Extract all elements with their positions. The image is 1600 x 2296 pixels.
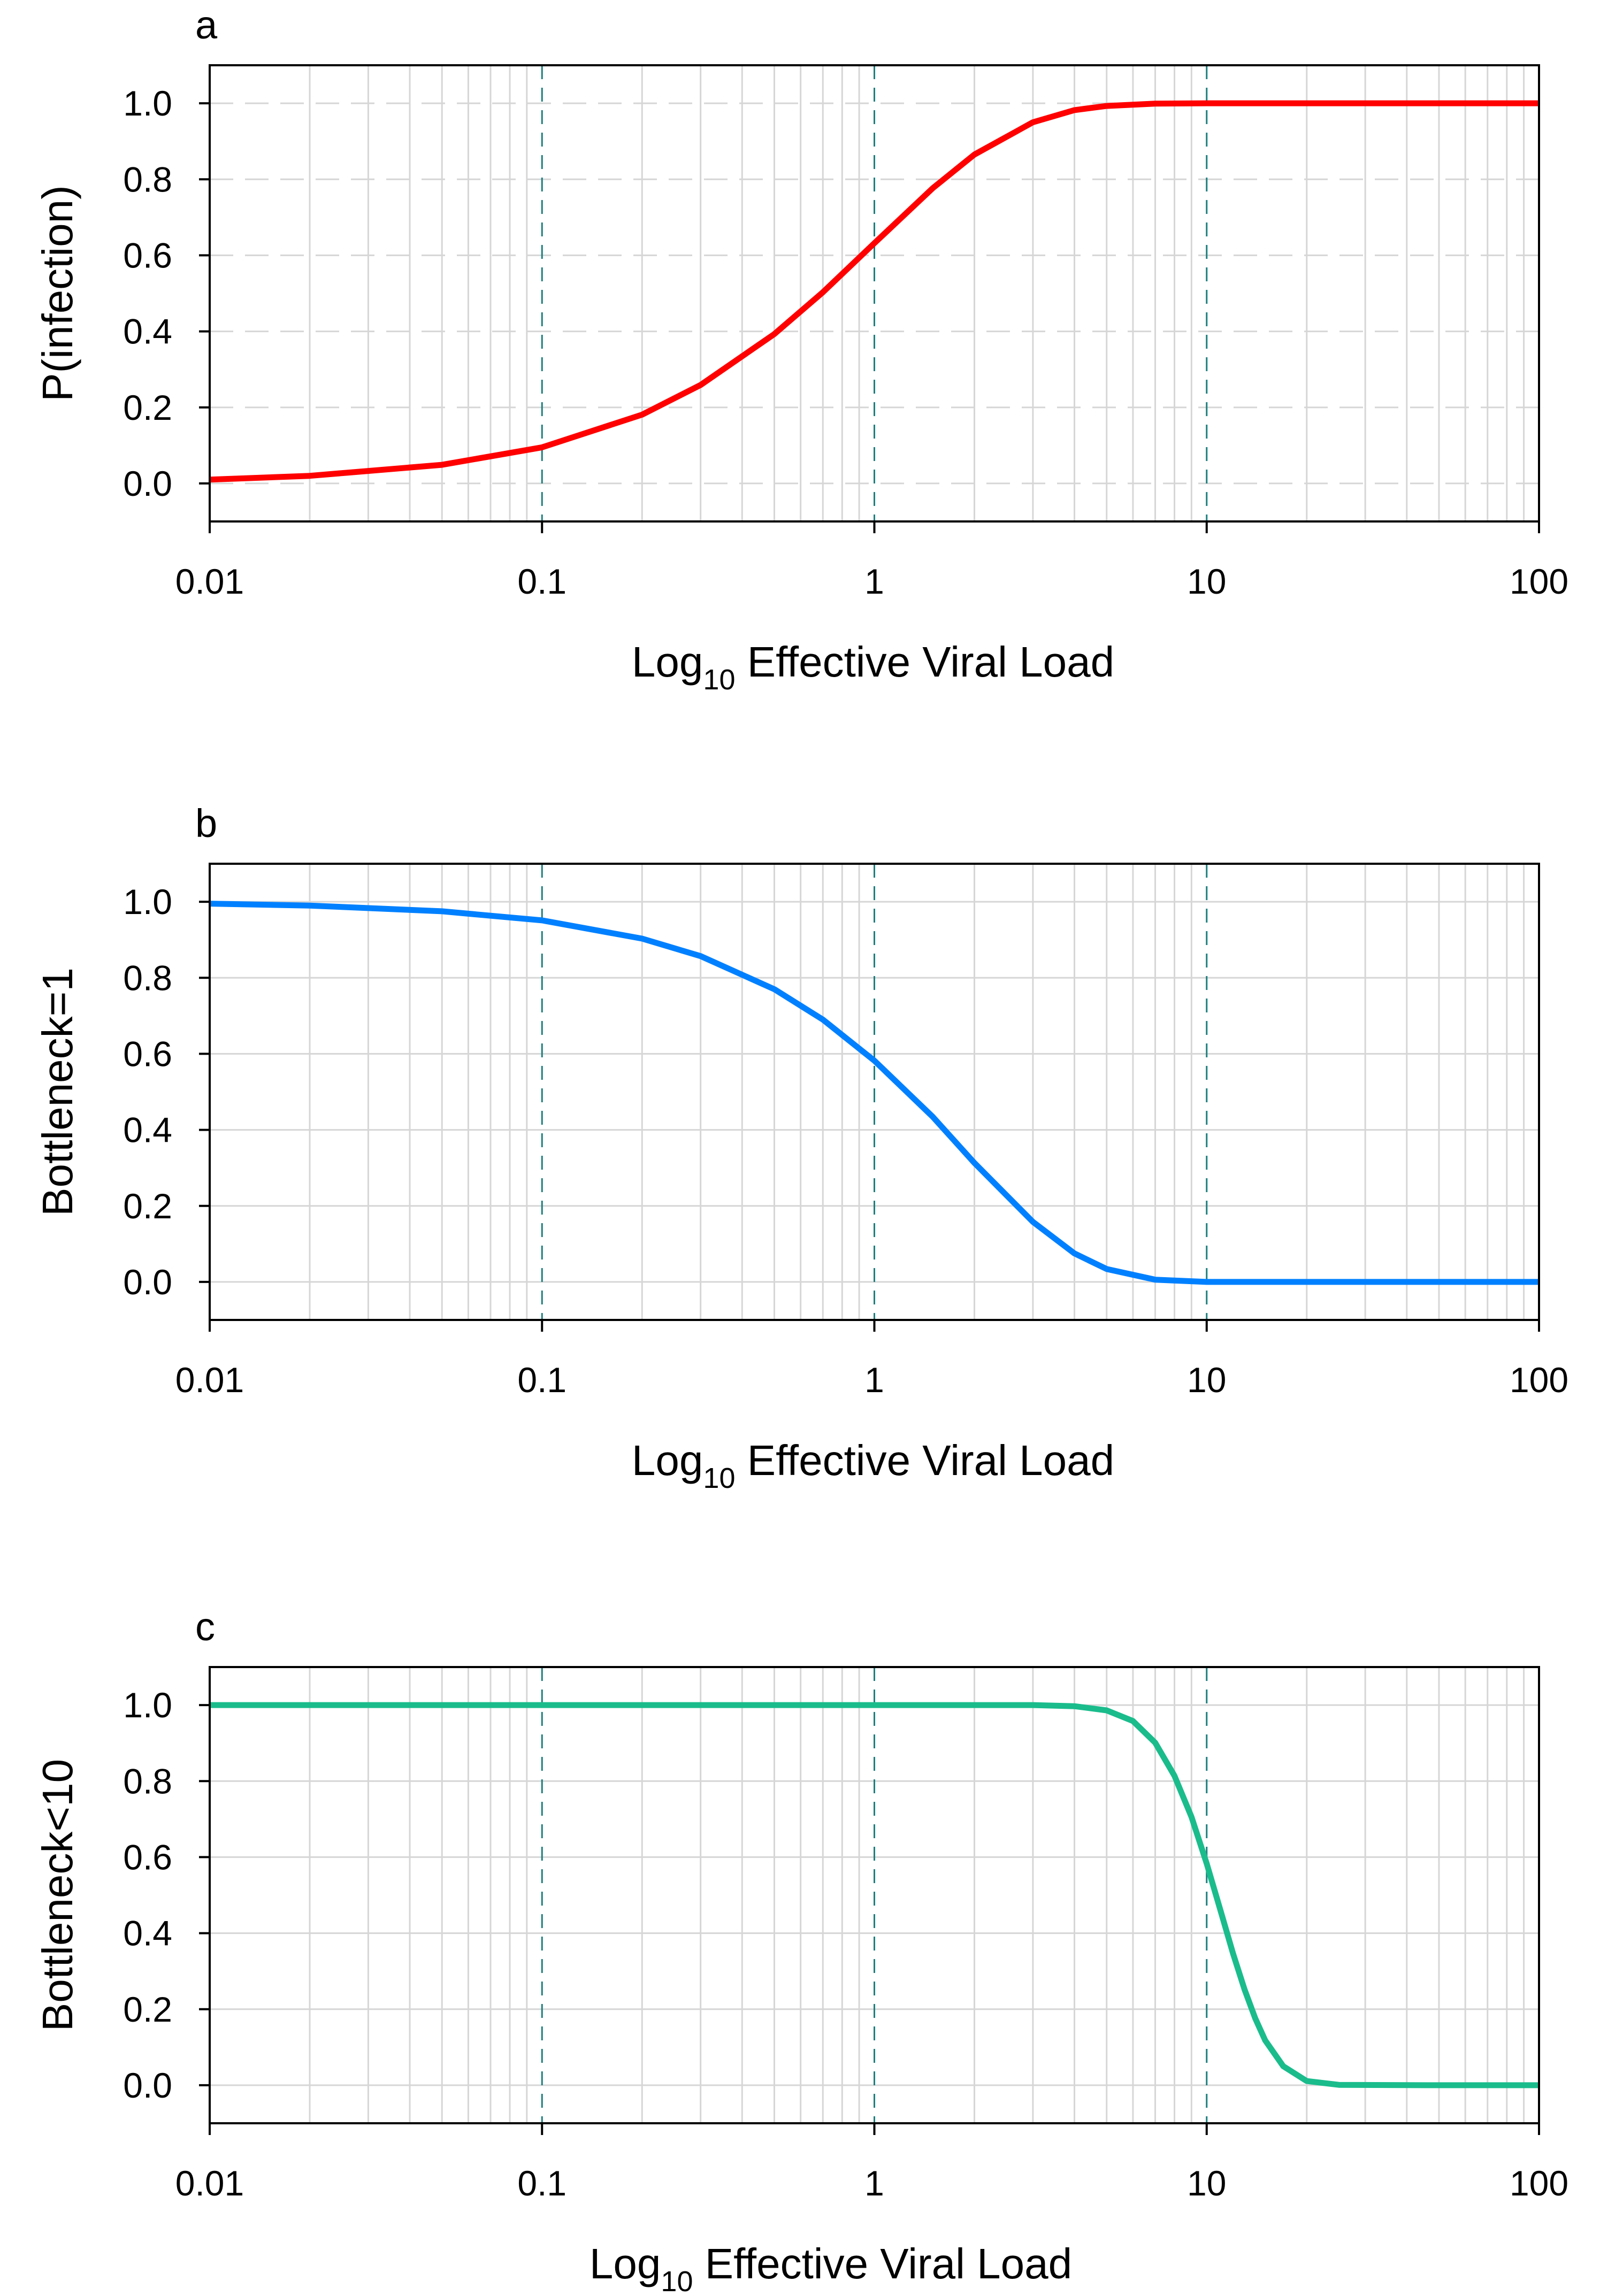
y-axis-title: Bottleneck<10: [34, 1759, 81, 2031]
x-tick-label: 1: [864, 2163, 884, 2203]
x-tick-label: 100: [1510, 1360, 1568, 1400]
x-axis-title: Log10 Effective Viral Load: [632, 1437, 1114, 1494]
x-tick-label: 0.1: [517, 562, 566, 601]
chart-panel-c: 0.01 0.1 1 10 100 0.0 0.2 0.4 0.6 0.8 1.0 c Bottlene…: [34, 1604, 1568, 2296]
series-line-c: [210, 1702, 1539, 2088]
x-tick-label: 0.01: [175, 2163, 244, 2203]
chart-panel-a: 0.01 0.1 1 10 100 0.0 0.2 0.4 0.6 0.8 1.0 a P(infect…: [34, 3, 1568, 696]
y-tick-label: 0.2: [123, 1990, 172, 2029]
x-axis-title: Log10 Effective Viral Load: [632, 638, 1114, 696]
x-axis-title-subscript: 10: [661, 2266, 693, 2296]
x-axis-title-subscript: 10: [703, 664, 735, 696]
y-tick-label: 0.0: [123, 1262, 172, 1302]
x-tick-label: 0.01: [175, 1360, 244, 1400]
x-axis-title-subscript: 10: [703, 1462, 735, 1494]
y-tick-label: 0.6: [123, 235, 172, 275]
x-tick-label: 100: [1510, 2163, 1568, 2203]
x-axis-title-rest: Effective Viral Load: [693, 2240, 1072, 2287]
x-tick-label: 1: [864, 562, 884, 601]
y-axis-title: P(infection): [34, 185, 81, 402]
y-tick-label: 0.4: [123, 312, 172, 351]
x-tick-label: 10: [1187, 562, 1226, 601]
y-tick-label: 0.0: [123, 464, 172, 503]
x-tick-label: 1: [864, 1360, 884, 1400]
x-tick-label: 10: [1187, 2163, 1226, 2203]
y-tick-label: 0.6: [123, 1034, 172, 1073]
y-tick-label: 1.0: [123, 882, 172, 922]
x-tick-label: 100: [1510, 562, 1568, 601]
y-tick-label: 0.6: [123, 1837, 172, 1877]
y-tick-label: 0.0: [123, 2065, 172, 2105]
x-tick-label: 0.01: [175, 562, 244, 601]
panel-label: a: [195, 3, 218, 47]
y-tick-label: 0.2: [123, 1186, 172, 1226]
y-tick-label: 0.4: [123, 1914, 172, 1953]
x-axis-title-rest: Effective Viral Load: [735, 1437, 1114, 1484]
y-tick-label: 1.0: [123, 83, 172, 123]
x-axis-title-main: Log: [632, 1437, 703, 1484]
x-tick-label: 10: [1187, 1360, 1226, 1400]
y-tick-label: 1.0: [123, 1685, 172, 1725]
chart-panel-b: 0.01 0.1 1 10 100 0.0 0.2 0.4 0.6 0.8 1.0 b Bottlene…: [34, 801, 1568, 1494]
x-axis-title: Log10 Effective Viral Load: [590, 2240, 1072, 2296]
y-tick-label: 0.8: [123, 1761, 172, 1801]
series-line-b: [210, 901, 1539, 1285]
y-tick-label: 0.8: [123, 159, 172, 199]
y-axis-title: Bottleneck=1: [34, 967, 81, 1216]
series-line-a: [210, 100, 1539, 483]
y-tick-label: 0.2: [123, 388, 172, 427]
y-tick-label: 0.8: [123, 958, 172, 997]
x-axis-title-main: Log: [590, 2240, 661, 2287]
x-tick-label: 0.1: [517, 1360, 566, 1400]
y-tick-label: 0.4: [123, 1110, 172, 1150]
panel-label: c: [195, 1604, 215, 1649]
x-axis-title-rest: Effective Viral Load: [735, 638, 1114, 686]
x-axis-title-main: Log: [632, 638, 703, 686]
panel-label: b: [195, 801, 217, 846]
x-tick-label: 0.1: [517, 2163, 566, 2203]
